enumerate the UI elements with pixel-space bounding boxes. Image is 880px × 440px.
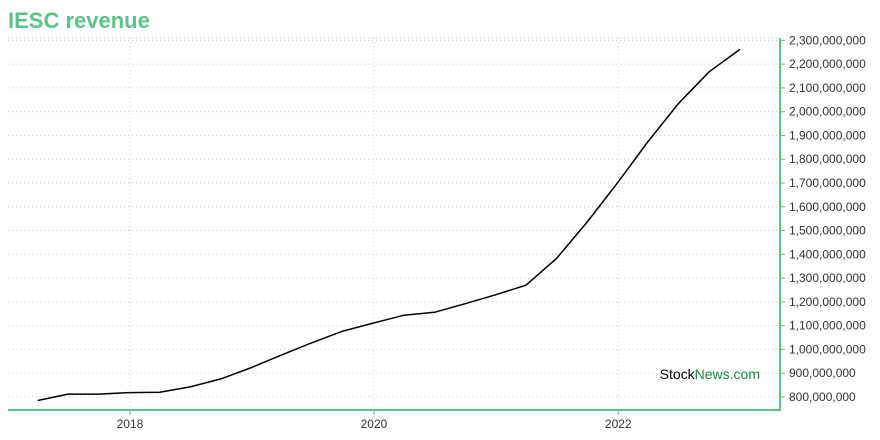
y-tick-label: 1,000,000,000	[789, 342, 866, 356]
revenue-point	[431, 309, 437, 315]
watermark-com: .com	[730, 366, 760, 382]
y-tick-label: 900,000,000	[789, 366, 856, 380]
revenue-point	[706, 69, 712, 75]
revenue-point	[737, 46, 743, 52]
revenue-point	[127, 390, 133, 396]
gridlines	[8, 37, 780, 410]
axes	[8, 38, 785, 415]
y-tick-label: 1,600,000,000	[789, 200, 866, 214]
y-tick-label: 2,200,000,000	[789, 57, 866, 71]
x-tick-label: 2018	[117, 417, 144, 431]
y-tick-label: 2,000,000,000	[789, 105, 866, 119]
y-tick-label: 1,300,000,000	[789, 271, 866, 285]
y-tick-labels: 800,000,000 900,000,000 1,000,000,000 1,100…	[789, 33, 866, 404]
revenue-point	[249, 364, 255, 370]
watermark: StockNews.com	[660, 366, 760, 382]
chart-title: IESC revenue	[8, 8, 150, 33]
y-tick-label: 1,400,000,000	[789, 247, 866, 261]
revenue-point	[462, 301, 468, 307]
watermark-news: News	[695, 366, 730, 382]
y-tick-label: 1,700,000,000	[789, 176, 866, 190]
x-tick-labels: 2018 2020 2022	[117, 417, 632, 431]
revenue-point	[340, 328, 346, 334]
revenue-point	[218, 376, 224, 382]
y-tick-label: 1,100,000,000	[789, 319, 866, 333]
revenue-line	[37, 48, 741, 402]
y-tick-label: 2,300,000,000	[789, 33, 866, 47]
revenue-point	[309, 340, 315, 346]
revenue-point	[553, 256, 559, 262]
watermark-stock: Stock	[660, 366, 696, 382]
revenue-point	[279, 352, 285, 358]
y-tick-label: 1,500,000,000	[789, 224, 866, 238]
y-tick-label: 800,000,000	[789, 390, 856, 404]
series-group	[35, 46, 743, 403]
y-tick-label: 2,100,000,000	[789, 81, 866, 95]
revenue-point	[615, 179, 621, 185]
revenue-point	[523, 282, 529, 288]
revenue-point	[35, 397, 41, 403]
x-tick-label: 2022	[605, 417, 632, 431]
revenue-point	[401, 312, 407, 318]
y-tick-label: 1,800,000,000	[789, 152, 866, 166]
revenue-point	[371, 320, 377, 326]
revenue-point	[65, 391, 71, 397]
revenue-point	[96, 391, 102, 397]
revenue-point	[584, 219, 590, 225]
x-tick-label: 2020	[361, 417, 388, 431]
revenue-point	[493, 292, 499, 298]
revenue-point	[187, 384, 193, 390]
revenue-point	[675, 101, 681, 107]
revenue-point	[157, 389, 163, 395]
y-tick-label: 1,900,000,000	[789, 128, 866, 142]
revenue-point	[645, 139, 651, 145]
y-tick-label: 1,200,000,000	[789, 295, 866, 309]
